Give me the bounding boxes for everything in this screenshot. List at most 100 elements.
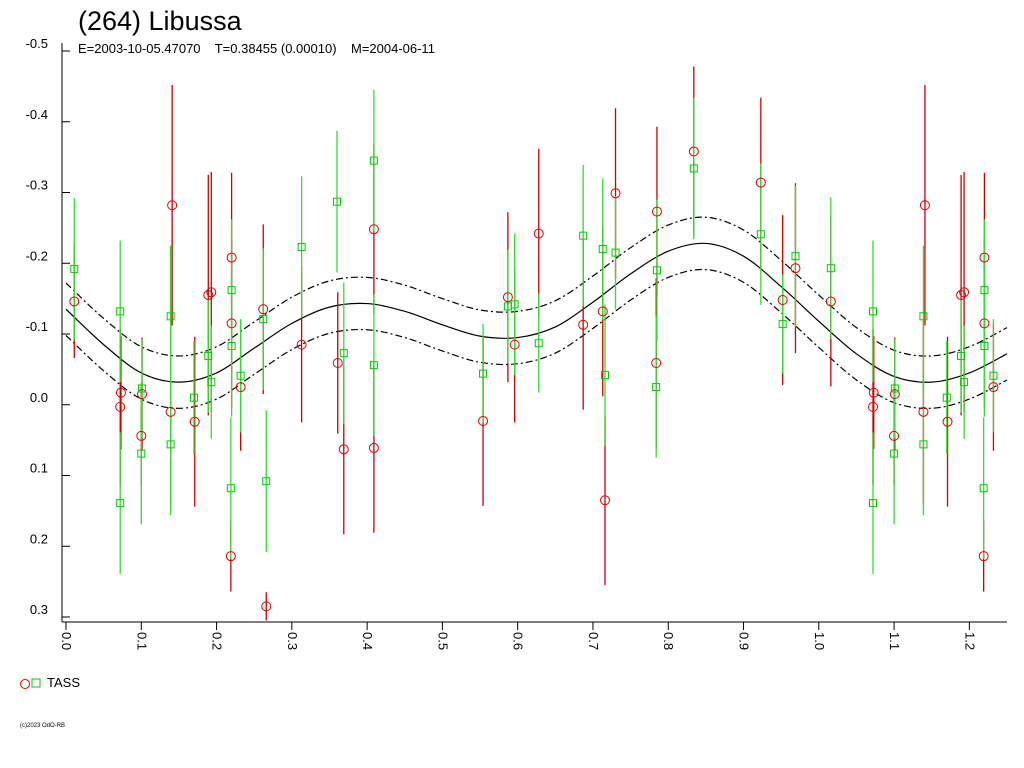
- point: [756, 230, 765, 239]
- chart-title: (264) Libussa: [78, 6, 243, 36]
- point: [777, 295, 788, 306]
- x-tick-label: 0.3: [285, 632, 300, 650]
- point: [333, 197, 342, 206]
- point: [369, 156, 378, 165]
- point: [978, 551, 989, 562]
- point: [510, 300, 519, 309]
- fit-lower: [65, 268, 1008, 410]
- x-tick-label: 0.7: [586, 632, 601, 650]
- point: [869, 307, 878, 316]
- point: [189, 416, 200, 427]
- point: [478, 416, 489, 427]
- point: [259, 315, 268, 324]
- point: [825, 296, 836, 307]
- point: [138, 384, 147, 393]
- point: [610, 188, 621, 199]
- point: [509, 339, 520, 350]
- point: [826, 264, 835, 273]
- point: [226, 484, 235, 493]
- point: [368, 442, 379, 453]
- point: [204, 351, 213, 360]
- point: [165, 406, 176, 417]
- point: [979, 252, 990, 263]
- point: [227, 342, 236, 351]
- point: [791, 252, 800, 261]
- point: [534, 339, 543, 348]
- point: [166, 312, 175, 321]
- point: [338, 444, 349, 455]
- y-tick-label: -0.2: [26, 248, 48, 263]
- point: [919, 312, 928, 321]
- x-tick-label: 1.1: [887, 632, 902, 650]
- x-tick-label: 0.9: [737, 632, 752, 650]
- x-tick-label: 0.4: [360, 632, 375, 650]
- point: [890, 449, 899, 458]
- point: [919, 200, 930, 211]
- x-tick-label: 0.2: [210, 632, 225, 650]
- point: [919, 440, 928, 449]
- point: [688, 146, 699, 157]
- point: [296, 339, 307, 350]
- point: [207, 378, 216, 387]
- point: [918, 406, 929, 417]
- point: [601, 371, 610, 380]
- legend-circle: [20, 679, 30, 689]
- point: [578, 319, 589, 330]
- point: [652, 383, 661, 392]
- point: [70, 264, 79, 273]
- y-tick-label: 0.2: [30, 531, 48, 546]
- point: [206, 287, 217, 298]
- point: [611, 248, 620, 257]
- point: [790, 263, 801, 274]
- point: [869, 499, 878, 508]
- point: [226, 252, 237, 263]
- point: [227, 286, 236, 295]
- point: [942, 393, 951, 402]
- point: [942, 416, 953, 427]
- point: [980, 342, 989, 351]
- point: [890, 384, 899, 393]
- point: [137, 449, 146, 458]
- legend-square: [31, 678, 41, 688]
- point: [115, 387, 126, 398]
- point: [597, 306, 608, 317]
- point: [979, 484, 988, 493]
- point: [189, 393, 198, 402]
- point: [868, 387, 879, 398]
- fit-curve: [65, 242, 1008, 383]
- point: [652, 266, 661, 275]
- point: [116, 307, 125, 316]
- point: [137, 389, 148, 400]
- y-tick-label: 0.1: [30, 461, 48, 476]
- point: [261, 601, 272, 612]
- point: [651, 358, 662, 369]
- point: [262, 477, 271, 486]
- y-tick-label: -0.3: [26, 178, 48, 193]
- point: [689, 164, 698, 173]
- x-tick-label: 0.5: [435, 632, 450, 650]
- x-tick-label: 0.8: [661, 632, 676, 650]
- point: [889, 430, 900, 441]
- point: [226, 318, 237, 329]
- point: [960, 378, 969, 387]
- point: [236, 371, 245, 380]
- point: [778, 320, 787, 329]
- point: [957, 351, 966, 360]
- point: [651, 206, 662, 217]
- point: [956, 290, 967, 301]
- y-tick-label: 0.0: [30, 390, 48, 405]
- y-tick-label: -0.5: [26, 36, 48, 51]
- point: [258, 304, 269, 315]
- point: [203, 290, 214, 301]
- y-tick-label: 0.3: [30, 602, 48, 617]
- point: [225, 551, 236, 562]
- point: [116, 499, 125, 508]
- point: [332, 358, 343, 369]
- x-tick-label: 1.0: [812, 632, 827, 650]
- point: [167, 200, 178, 211]
- point: [115, 401, 126, 412]
- point: [979, 318, 990, 329]
- point: [368, 224, 379, 235]
- point: [600, 495, 611, 506]
